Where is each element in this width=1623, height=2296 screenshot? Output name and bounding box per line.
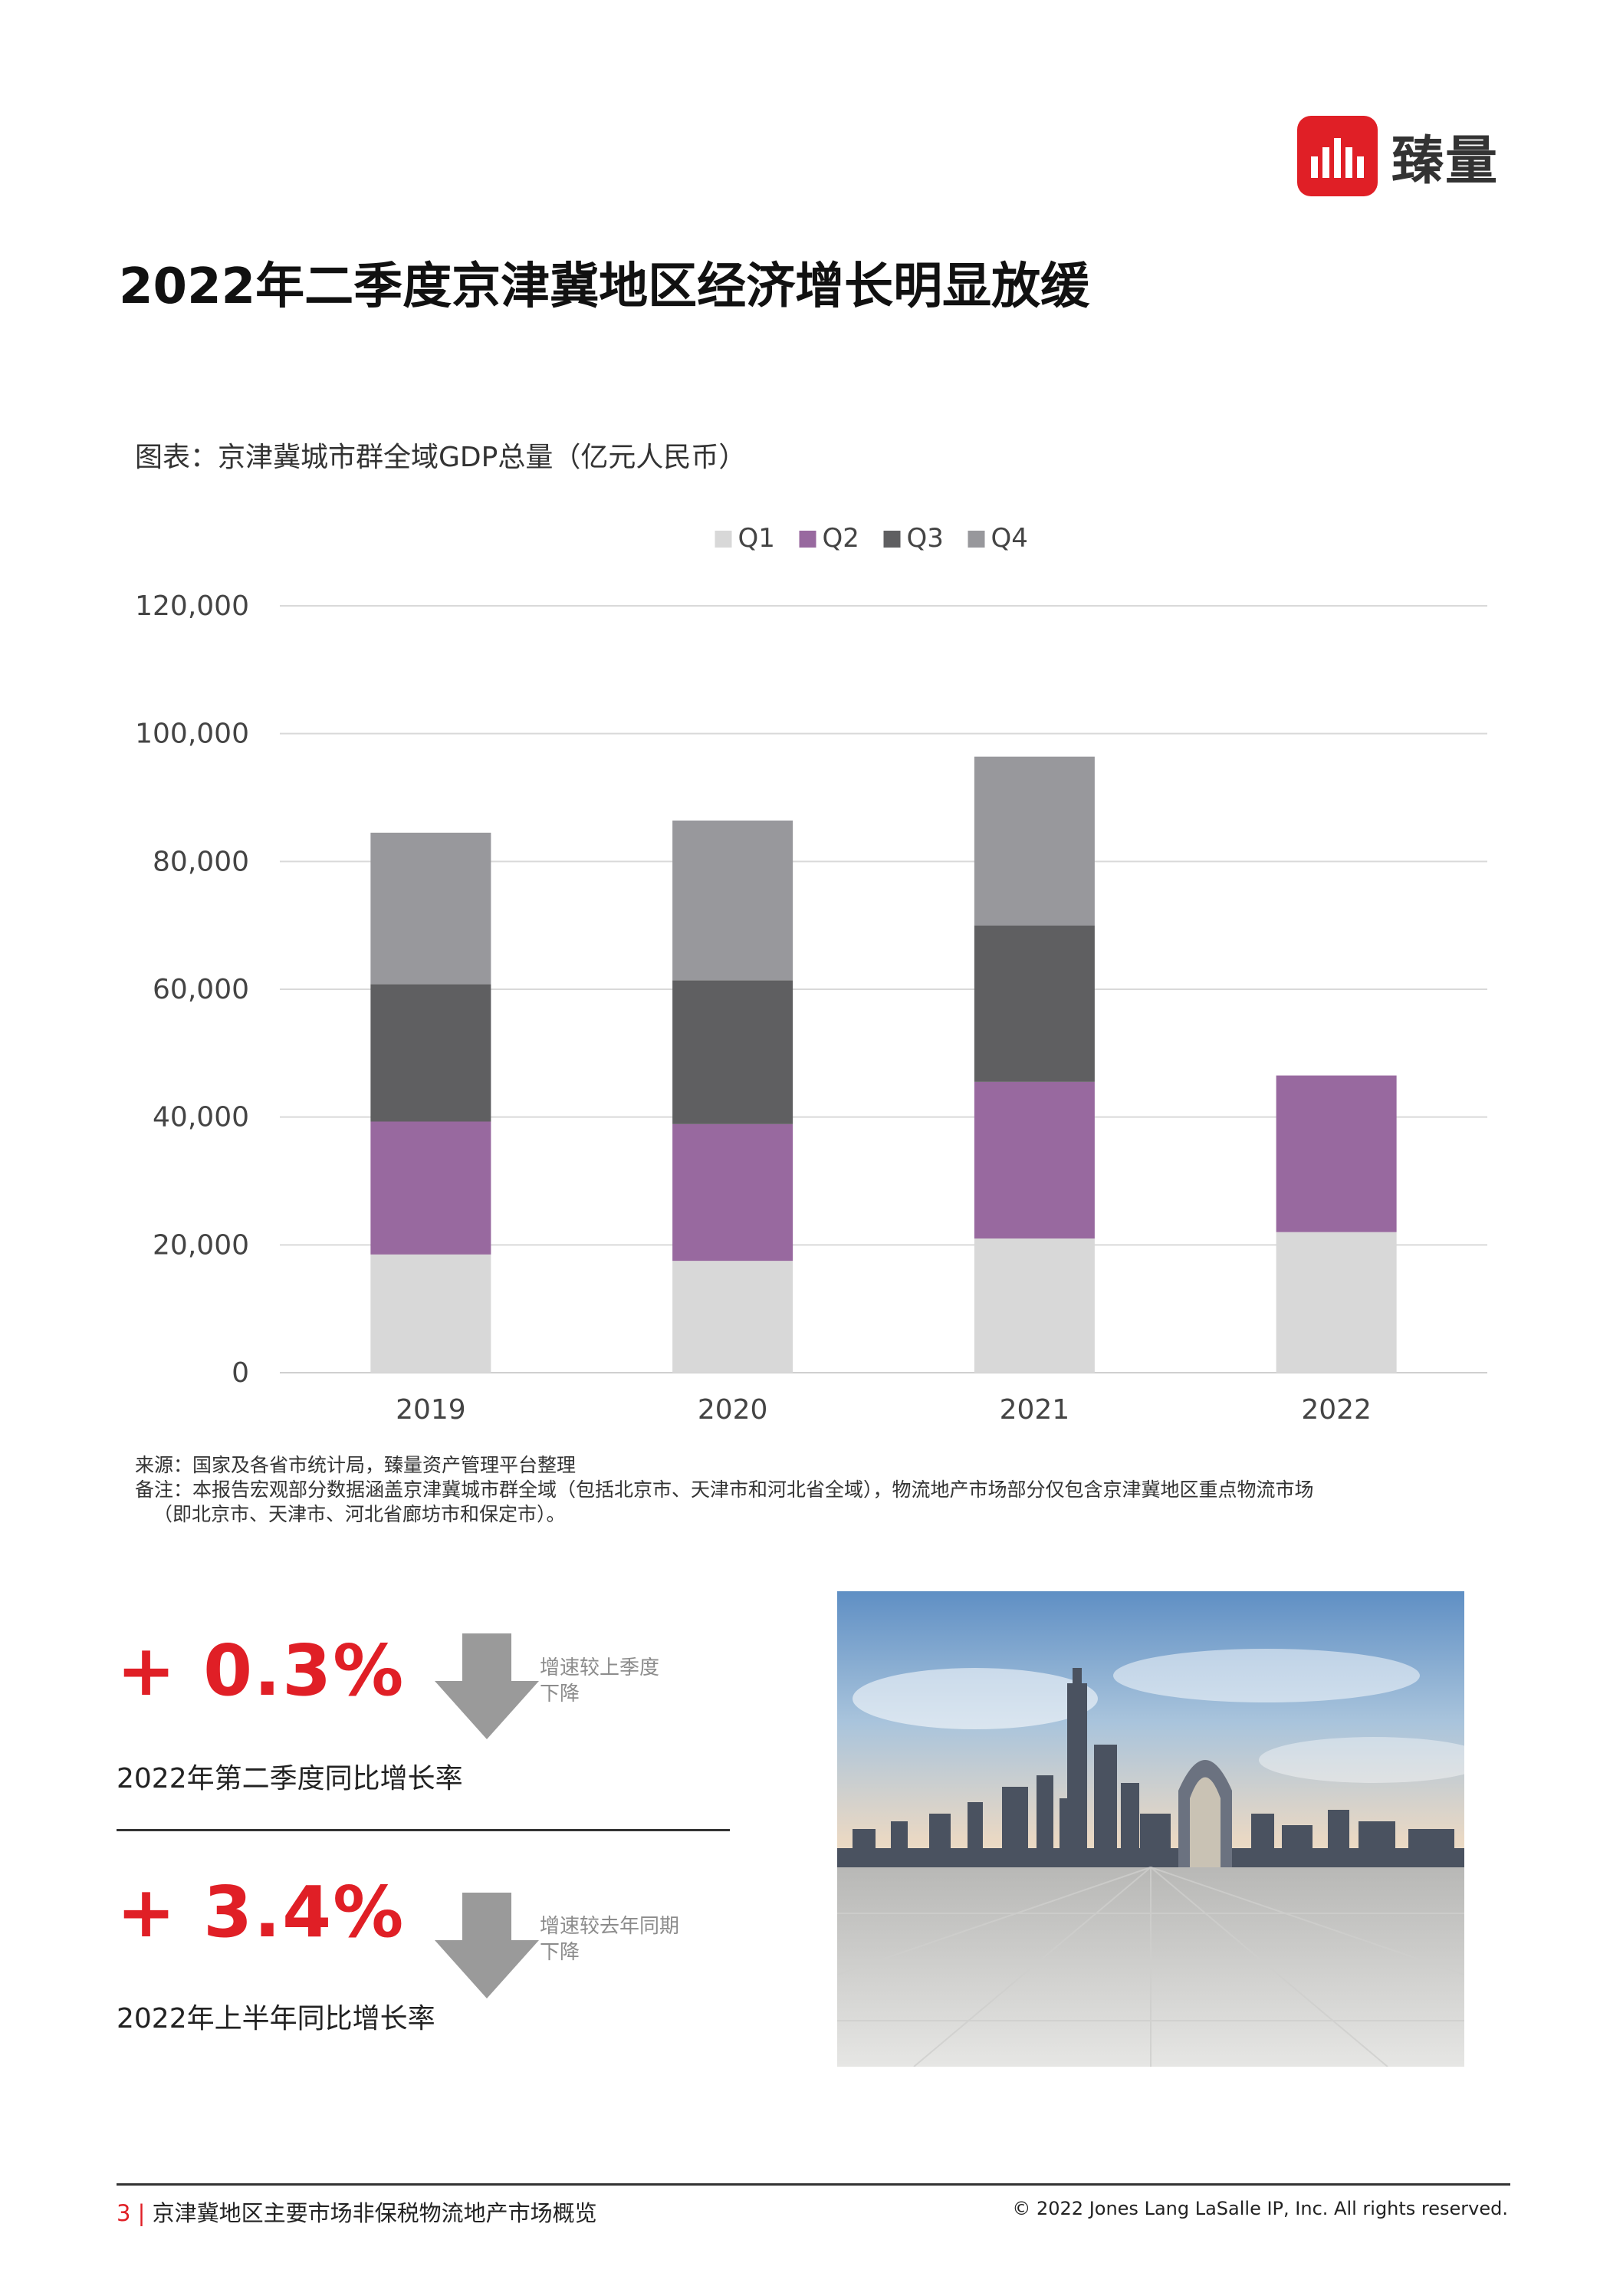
- remark-note: 备注：本报告宏观部分数据涵盖京津冀城市群全域（包括北京市、天津市和河北省全域），…: [135, 1479, 1314, 1501]
- footer-report-title: 3 | 京津冀地区主要市场非保税物流地产市场概览: [117, 2196, 597, 2228]
- page-title: 2022年二季度京津冀地区经济增长明显放缓: [119, 258, 1090, 315]
- kpi-quarterly-growth-note: 增速较上季度 下降: [540, 1655, 659, 1707]
- bar-2020-q2: [672, 1123, 793, 1261]
- kpi-note-line: 下降: [540, 1683, 580, 1706]
- legend-swatch-q3: [883, 531, 901, 548]
- x-tick-label: 2022: [1301, 1394, 1372, 1426]
- brand-name: 臻量: [1391, 131, 1500, 192]
- source-note: 来源：国家及各省市统计局，臻量资产管理平台整理: [135, 1454, 577, 1476]
- bar-2021-q4: [974, 756, 1095, 926]
- down-arrow-icon: [435, 1633, 539, 1739]
- legend-label-q3: Q3: [907, 523, 944, 554]
- y-tick-label: 40,000: [153, 1102, 249, 1133]
- y-tick-label: 60,000: [153, 974, 249, 1005]
- bar-2019-q2: [370, 1121, 491, 1255]
- x-tick-label: 2020: [698, 1394, 768, 1426]
- x-tick-label: 2021: [1000, 1394, 1070, 1426]
- y-tick-label: 100,000: [135, 719, 249, 750]
- kpi-note-line: 增速较上季度: [540, 1656, 660, 1679]
- y-tick-label: 120,000: [135, 590, 249, 622]
- legend-swatch-q2: [799, 531, 816, 548]
- kpi-note-line: 增速较去年同期: [540, 1915, 680, 1938]
- x-tick-label: 2019: [396, 1394, 466, 1426]
- city-skyline-photo: [837, 1591, 1464, 2067]
- kpi-quarterly-growth-label: 2022年第二季度同比增长率: [117, 1763, 463, 1794]
- bar-2020-q4: [672, 821, 793, 981]
- kpi-halfyear-growth-note: 增速较去年同期 下降: [540, 1913, 679, 1965]
- bar-2020-q3: [672, 980, 793, 1124]
- y-tick-label: 80,000: [153, 846, 249, 877]
- footer-title: 京津冀地区主要市场非保税物流地产市场概览: [152, 2200, 597, 2226]
- footer-copyright: © 2022 Jones Lang LaSalle IP, Inc. All r…: [1012, 2198, 1508, 2219]
- footer-rule: [117, 2183, 1510, 2186]
- legend-label-q4: Q4: [991, 523, 1028, 554]
- chart-caption: 图表：京津冀城市群全域GDP总量（亿元人民币）: [135, 442, 747, 473]
- bar-2022-q2: [1276, 1075, 1397, 1232]
- brand-logo: 臻量: [1297, 116, 1499, 196]
- bar-2022-q1: [1276, 1232, 1397, 1373]
- legend-label-q2: Q2: [823, 523, 859, 554]
- kpi-halfyear-growth-label: 2022年上半年同比增长率: [117, 2003, 435, 2034]
- chart-notes: 来源：国家及各省市统计局，臻量资产管理平台整理 备注：本报告宏观部分数据涵盖京津…: [135, 1453, 1314, 1527]
- kpi-quarterly-growth-value: + 0.3%: [117, 1630, 406, 1712]
- gdp-stacked-bar-chart: Q1 Q2 Q3 Q4 0 20,000 40,000 60,000 80,000 100,000…: [135, 523, 1487, 1426]
- legend-swatch-q1: [715, 531, 732, 548]
- down-arrow-icon: [435, 1893, 539, 1998]
- page-number-separator: |: [130, 2200, 153, 2226]
- bar-2021-q3: [974, 925, 1095, 1082]
- remark-note-continued: （即北京市、天津市、河北省廊坊市和保定市）。: [153, 1503, 566, 1525]
- brand-logo-icon: [1297, 116, 1378, 196]
- bar-2020-q1: [672, 1261, 793, 1373]
- bar-2019-q3: [370, 984, 491, 1122]
- bar-2019-q4: [370, 832, 491, 985]
- bar-2021-q1: [974, 1238, 1095, 1373]
- kpi-note-line: 下降: [540, 1941, 580, 1964]
- kpi-halfyear-growth-value: + 3.4%: [117, 1871, 406, 1953]
- y-tick-label: 20,000: [153, 1229, 249, 1261]
- kpi-divider: [117, 1829, 730, 1831]
- legend-swatch-q4: [968, 531, 985, 548]
- bar-2021-q2: [974, 1081, 1095, 1238]
- page-number: 3: [117, 2200, 131, 2226]
- legend-label-q1: Q1: [738, 523, 775, 554]
- y-tick-label: 0: [232, 1357, 249, 1389]
- bar-2019-q1: [370, 1254, 491, 1373]
